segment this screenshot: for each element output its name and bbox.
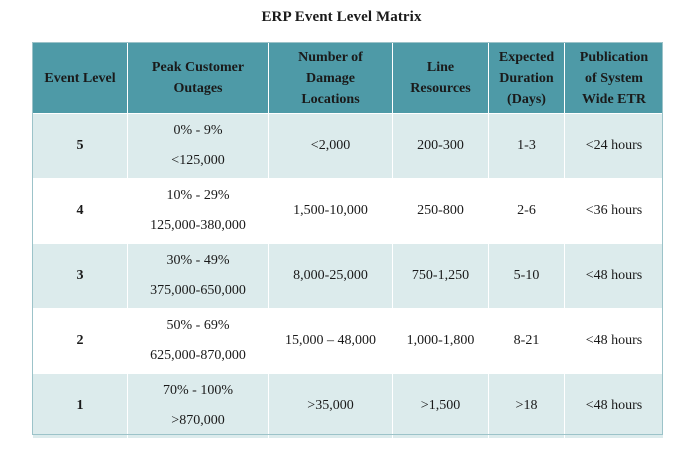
duration-cell: 5-10 <box>488 243 565 309</box>
damage-locations-cell: 1,500-10,000 <box>268 178 393 244</box>
table-row: 1 70% - 100% >870,000 >35,000 >1,500 >18… <box>32 373 664 439</box>
peak-outages-cell: 10% - 29% 125,000-380,000 <box>127 178 269 244</box>
peak-outages-cell: 30% - 49% 375,000-650,000 <box>127 243 269 309</box>
damage-locations-cell: 15,000 – 48,000 <box>268 308 393 374</box>
duration-cell: 2-6 <box>488 178 565 244</box>
line-resources-cell: 750-1,250 <box>392 243 489 309</box>
event-level-cell: 3 <box>32 243 128 309</box>
document-title: ERP Event Level Matrix <box>261 9 422 25</box>
table-row: 2 50% - 69% 625,000-870,000 15,000 – 48,… <box>32 308 664 374</box>
line-resources-cell: 1,000-1,800 <box>392 308 489 374</box>
etr-cell: <36 hours <box>564 178 664 244</box>
damage-locations-cell: 8,000-25,000 <box>268 243 393 309</box>
event-level-cell: 5 <box>32 113 128 179</box>
event-level-cell: 1 <box>32 373 128 439</box>
event-level-matrix-table: Event Level Peak Customer Outages Number… <box>32 42 664 439</box>
etr-cell: <48 hours <box>564 373 664 439</box>
header-damage-locations: Number of Damage Locations <box>268 42 393 114</box>
table-row: 5 0% - 9% <125,000 <2,000 200-300 1-3 <2… <box>32 113 664 179</box>
table-row: 4 10% - 29% 125,000-380,000 1,500-10,000… <box>32 178 664 244</box>
damage-locations-cell: >35,000 <box>268 373 393 439</box>
header-line-resources: Line Resources <box>392 42 489 114</box>
duration-cell: 8-21 <box>488 308 565 374</box>
peak-outages-cell: 50% - 69% 625,000-870,000 <box>127 308 269 374</box>
event-level-cell: 4 <box>32 178 128 244</box>
line-resources-cell: 200-300 <box>392 113 489 179</box>
header-peak-customer-outages: Peak Customer Outages <box>127 42 269 114</box>
duration-cell: >18 <box>488 373 565 439</box>
header-publication-etr: Publication of System Wide ETR <box>564 42 664 114</box>
line-resources-cell: >1,500 <box>392 373 489 439</box>
damage-locations-cell: <2,000 <box>268 113 393 179</box>
peak-outages-cell: 0% - 9% <125,000 <box>127 113 269 179</box>
peak-outages-cell: 70% - 100% >870,000 <box>127 373 269 439</box>
header-row: Event Level Peak Customer Outages Number… <box>32 42 664 114</box>
header-event-level: Event Level <box>32 42 128 114</box>
etr-cell: <24 hours <box>564 113 664 179</box>
event-level-cell: 2 <box>32 308 128 374</box>
etr-cell: <48 hours <box>564 308 664 374</box>
duration-cell: 1-3 <box>488 113 565 179</box>
header-expected-duration: Expected Duration (Days) <box>488 42 565 114</box>
line-resources-cell: 250-800 <box>392 178 489 244</box>
etr-cell: <48 hours <box>564 243 664 309</box>
table-row: 3 30% - 49% 375,000-650,000 8,000-25,000… <box>32 243 664 309</box>
